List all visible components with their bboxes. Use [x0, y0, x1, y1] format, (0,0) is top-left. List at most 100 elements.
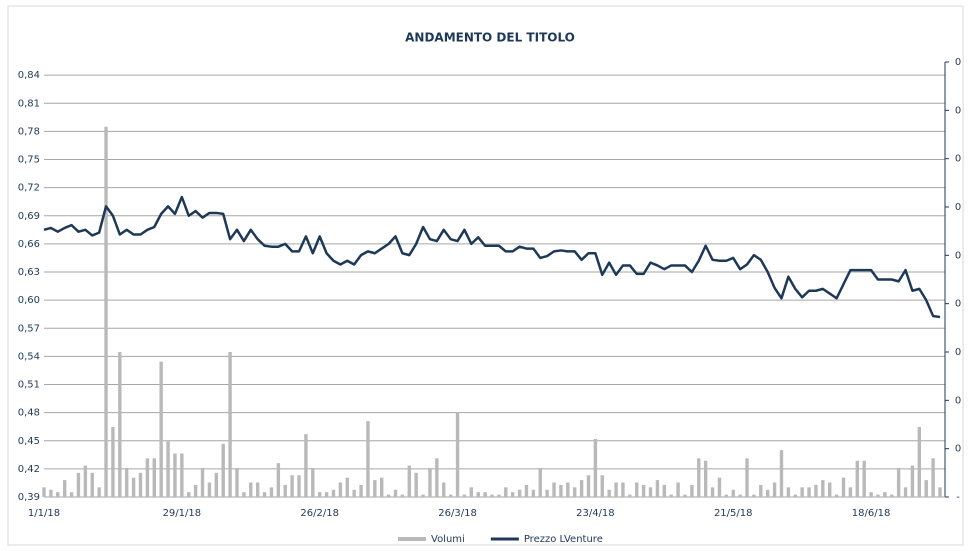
y-tick-label: 0,78 [18, 126, 40, 137]
bar [683, 494, 687, 497]
bar [538, 468, 542, 497]
bar [428, 468, 432, 497]
bar [111, 426, 115, 497]
bar [235, 468, 239, 497]
bar [814, 484, 818, 497]
bar [793, 494, 797, 497]
bar [345, 477, 349, 497]
bar [249, 482, 253, 497]
bar [138, 472, 143, 497]
bar [193, 484, 198, 497]
bar [414, 472, 418, 497]
bar [690, 484, 694, 497]
bar [669, 494, 673, 497]
y-tick-label: 0,63 [18, 267, 40, 278]
bar [448, 494, 453, 497]
y2-tick-label: - [956, 492, 960, 503]
legend-label: Volumi [431, 534, 465, 545]
bar [924, 480, 928, 497]
y-tick-label: 0,84 [18, 70, 40, 81]
bar [573, 487, 577, 497]
y-tick-label: 0,39 [18, 492, 40, 503]
bar [69, 492, 74, 497]
bar [641, 484, 646, 497]
bar [400, 494, 405, 497]
bar [559, 484, 563, 497]
bar [821, 480, 825, 497]
bar [269, 487, 274, 497]
x-tick-label: 26/2/18 [300, 508, 339, 519]
bar [338, 482, 343, 497]
bar [180, 453, 184, 497]
y-tick-label: 0,66 [18, 239, 40, 250]
bar [166, 441, 170, 497]
bar [717, 477, 722, 497]
bar [648, 487, 653, 497]
x-tick-label: 23/4/18 [576, 508, 615, 519]
y2-tick-label: 0 [955, 347, 961, 358]
bar [883, 492, 887, 497]
bar [407, 465, 411, 497]
bar [497, 494, 501, 497]
bar [331, 489, 336, 497]
bar [97, 487, 101, 497]
y-tick-label: 0,69 [18, 211, 40, 222]
bar [786, 487, 791, 497]
bar [890, 494, 894, 497]
bar [359, 484, 363, 497]
bar [896, 468, 901, 497]
bar [483, 492, 487, 497]
bar [566, 482, 570, 497]
bar [125, 468, 129, 497]
bar [393, 489, 398, 497]
bar [621, 482, 625, 497]
bar [242, 492, 246, 497]
y2-tick-label: 0 [955, 395, 961, 406]
bar [380, 477, 384, 497]
bar [159, 361, 163, 497]
bar [607, 489, 611, 497]
y-tick-label: 0,48 [18, 408, 40, 419]
bar [862, 460, 866, 497]
bar [869, 492, 873, 497]
bar [807, 487, 811, 497]
bar [228, 352, 232, 497]
bar [724, 494, 729, 497]
bar [552, 482, 556, 497]
bar [200, 468, 205, 497]
bar [710, 487, 715, 497]
x-tick-label: 26/3/18 [438, 508, 477, 519]
bar [586, 475, 591, 497]
bar [545, 489, 549, 497]
bar [262, 492, 267, 497]
bar [255, 482, 260, 497]
chart-title: ANDAMENTO DEL TITOLO [405, 31, 575, 45]
bar [173, 453, 177, 497]
bar [90, 472, 94, 497]
bar [938, 487, 942, 497]
bar [311, 468, 315, 497]
bar [593, 439, 598, 497]
bar [276, 463, 281, 497]
bar [745, 458, 749, 497]
bar [531, 489, 536, 497]
bar [221, 443, 225, 497]
bar [703, 460, 708, 497]
bar [600, 475, 604, 497]
bar [476, 492, 480, 497]
bar [676, 482, 680, 497]
y2-tick-label: 0 [955, 299, 961, 310]
bar [304, 434, 308, 497]
bar [738, 494, 742, 497]
bar [435, 458, 439, 497]
bar [131, 477, 136, 497]
y2-tick-label: 0 [955, 250, 961, 261]
bar [442, 482, 446, 497]
bar [462, 494, 467, 497]
bar [490, 494, 494, 497]
bar [759, 484, 763, 497]
y-tick-label: 0,81 [18, 98, 40, 109]
x-tick-label: 29/1/18 [163, 508, 202, 519]
bar [145, 458, 150, 497]
bar [469, 487, 474, 497]
